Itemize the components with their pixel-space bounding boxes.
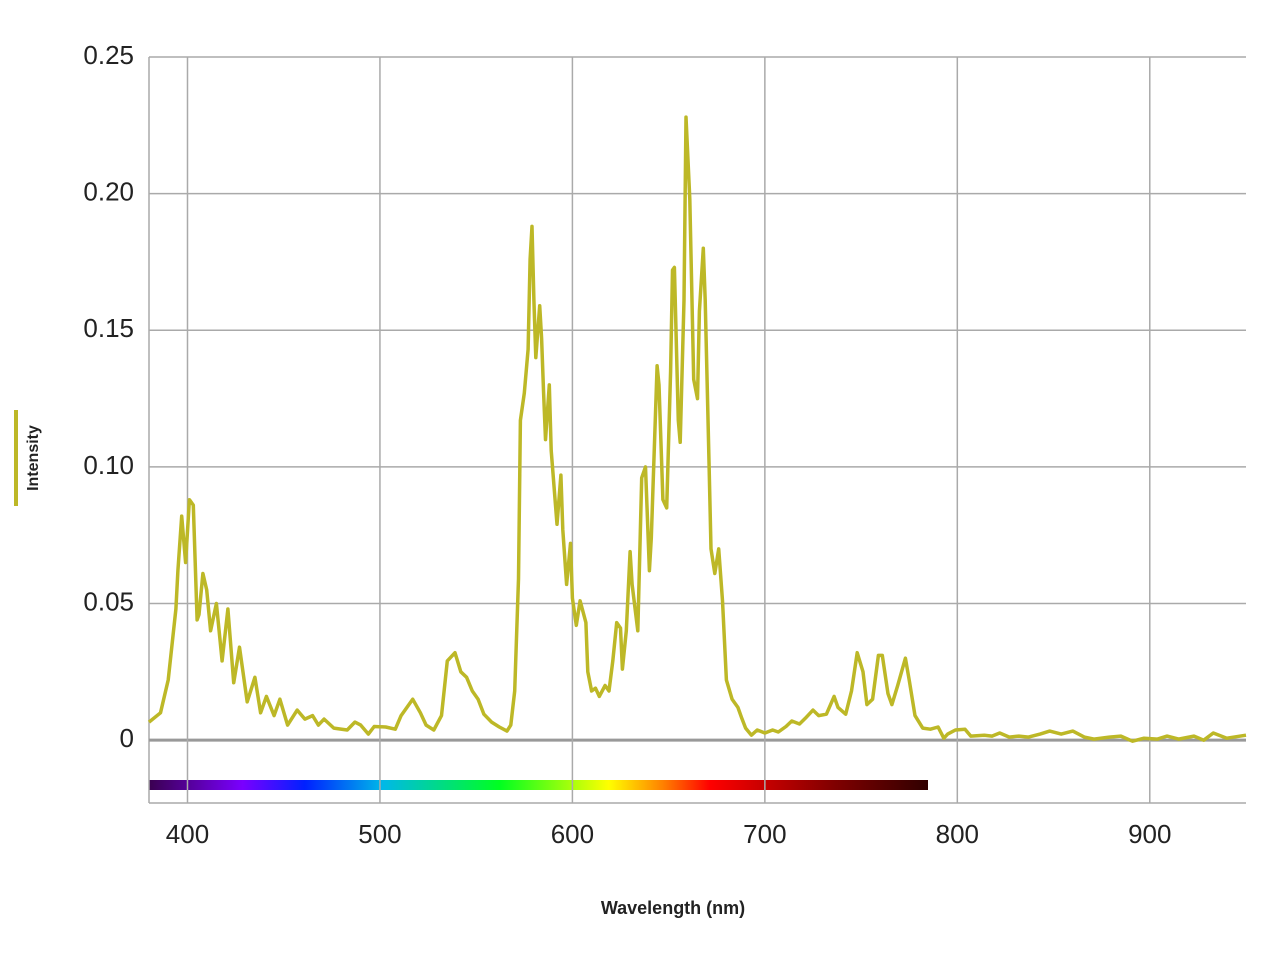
- x-axis-label: Wavelength (nm): [601, 898, 745, 918]
- y-tick-label: 0.20: [83, 177, 134, 207]
- y-tick-label: 0.15: [83, 313, 134, 343]
- series-swatch: [14, 410, 18, 506]
- y-tick-label: 0: [120, 723, 134, 753]
- y-tick-label: 0.25: [83, 40, 134, 70]
- y-tick-label: 0.05: [83, 586, 134, 616]
- spectrum-line: [147, 115, 1247, 743]
- y-axis-label: Intensity: [25, 425, 42, 491]
- y-tick-label: 0.10: [83, 450, 134, 480]
- x-tick-label: 500: [358, 819, 401, 849]
- x-tick-label: 900: [1128, 819, 1171, 849]
- x-tick-label: 700: [743, 819, 786, 849]
- x-tick-label: 600: [551, 819, 594, 849]
- x-tick-label: 800: [936, 819, 979, 849]
- x-tick-label: 400: [166, 819, 209, 849]
- spectrum-bar: [149, 780, 928, 790]
